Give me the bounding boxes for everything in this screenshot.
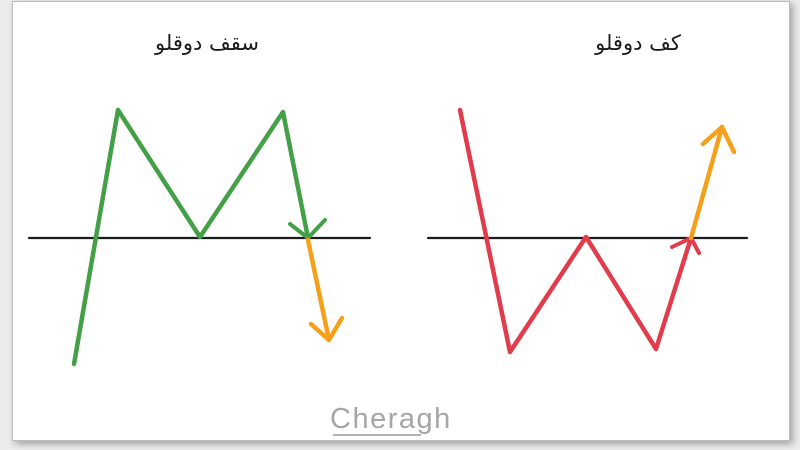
double-top-breakout-arrowhead [308, 321, 332, 343]
double-bottom-price-line [457, 107, 694, 355]
double-bottom-breakout-arrowhead [700, 124, 725, 147]
logo-text: Cheragh [330, 403, 452, 435]
logo-underline [333, 434, 421, 436]
double-bottom-title: كف دوقلو [595, 31, 681, 55]
double-top-title: سقف دوقلو [155, 31, 259, 55]
double-bottom-line-arrowhead [670, 236, 693, 249]
double-bottom-breakout-arrowhead [719, 124, 737, 155]
double-top-breakout-arrow [305, 237, 332, 343]
double-top-line-arrowhead [306, 218, 327, 240]
slide-card [12, 1, 790, 441]
double-bottom-breakout-arrow [688, 124, 725, 241]
double-top-line-arrowhead [288, 222, 310, 240]
double-top-price-line [71, 107, 311, 367]
logo: Cheragh [330, 403, 470, 436]
double-bottom-line-arrowhead [689, 236, 701, 255]
double-top-breakout-arrowhead [326, 315, 345, 343]
